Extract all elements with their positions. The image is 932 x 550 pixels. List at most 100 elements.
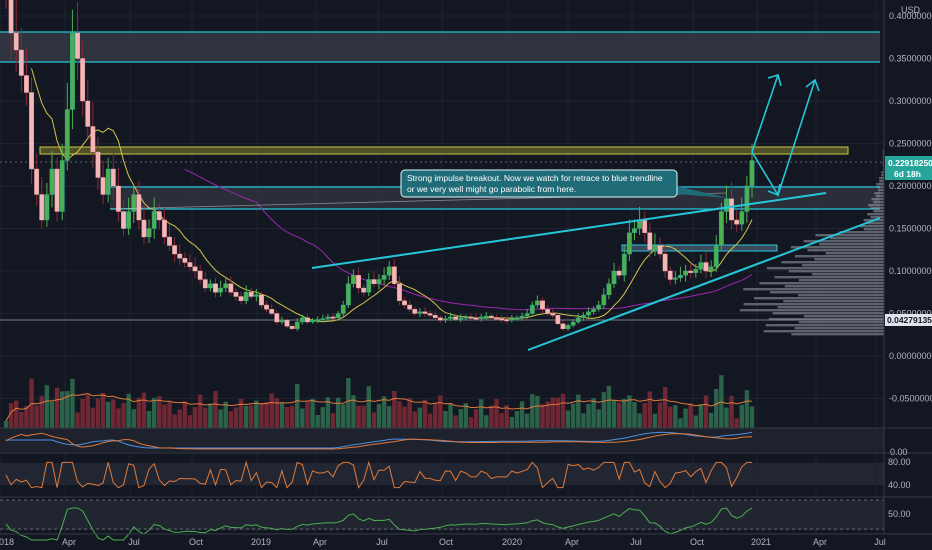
volume-profile-row: [870, 216, 884, 219]
volume-bar: [433, 403, 438, 428]
candle-body: [299, 317, 305, 323]
projection-arrow-left: [751, 74, 779, 153]
candle-body: [59, 160, 65, 212]
volume-bar: [300, 408, 305, 428]
volume-bar: [254, 400, 259, 428]
candle-body: [391, 266, 397, 284]
candle-body: [703, 262, 709, 272]
candles: [5, 0, 755, 331]
volume-bar: [95, 398, 101, 428]
candle-body: [688, 270, 694, 273]
volume-bar: [14, 400, 19, 428]
volume-bar: [576, 394, 581, 428]
volume-bar: [264, 402, 269, 428]
volume-profile-row: [759, 282, 884, 285]
candle-body: [616, 270, 622, 276]
volume-bar: [427, 413, 433, 428]
candle-body: [386, 266, 392, 276]
time-tick-label: 2020: [502, 537, 522, 547]
volume-profile-row: [878, 189, 884, 192]
volume-profile-row: [815, 234, 884, 237]
candle-body: [632, 228, 637, 233]
volume-moving-average: [5, 392, 753, 422]
candle-body: [366, 279, 372, 293]
volume-profile-row: [814, 258, 884, 261]
volume-bar: [279, 402, 285, 428]
volume-bar: [402, 406, 407, 428]
candle-body: [647, 232, 653, 250]
volume-bar: [519, 401, 525, 428]
moving-average-fast: [31, 68, 753, 323]
candle-body: [478, 316, 484, 319]
candle-body: [141, 219, 147, 238]
time-tick-label: 2021: [751, 537, 771, 547]
volume-bar: [734, 418, 739, 428]
volume-bar: [611, 400, 617, 428]
candle-body: [463, 316, 469, 319]
volume-bar: [182, 401, 188, 428]
candle-body: [131, 194, 137, 212]
candle-body: [437, 317, 443, 321]
time-tick-label: Jul: [874, 537, 886, 547]
volume-bar: [24, 405, 29, 428]
volume-bar: [121, 403, 126, 428]
volume-bar: [269, 393, 274, 428]
volume-bar: [443, 411, 448, 428]
volume-bar: [335, 397, 341, 428]
volume-bar: [693, 415, 698, 428]
candle-body: [264, 304, 269, 310]
time-tick-label: Jul: [630, 537, 642, 547]
candle-body: [105, 168, 111, 195]
volume-profile-row: [870, 207, 884, 210]
candle-body: [580, 315, 586, 318]
volume-profile-row: [743, 303, 884, 306]
volume-profile-row: [863, 228, 884, 231]
volume-bar: [54, 387, 60, 428]
volume-profile-row: [882, 156, 884, 159]
candle-body: [167, 236, 172, 246]
volume-bar: [238, 399, 244, 428]
volume-bar: [530, 394, 535, 428]
projection-arrow-right-head: [805, 78, 820, 92]
volume-bar: [223, 401, 228, 428]
volume-bar: [295, 384, 300, 428]
candle-body: [504, 319, 510, 322]
last-price-tag: 0.22918250 6d 18h: [885, 156, 932, 180]
candle-body: [744, 185, 750, 212]
candle-body: [606, 283, 612, 296]
time-tick-label: Oct: [189, 537, 204, 547]
resistance-zone-top: [0, 32, 880, 62]
candle-body: [228, 283, 234, 293]
volume-bar: [662, 387, 668, 428]
volume-bar: [8, 403, 14, 428]
candle-body: [729, 198, 734, 221]
candle-body: [151, 211, 157, 229]
volume-bar: [100, 393, 106, 428]
candle-body: [483, 315, 489, 318]
volume-bar: [504, 405, 509, 428]
volume-bar: [739, 404, 744, 428]
macd-zero-tick: 0.00: [890, 447, 908, 457]
callout-box: [400, 169, 678, 198]
volume-bar: [366, 386, 371, 428]
price-axis[interactable]: 0.40000000 0.35000000 0.30000000 0.25000000…: [889, 11, 932, 404]
candle-body: [734, 219, 740, 225]
volume-bar: [310, 398, 315, 428]
rising-support-trendline: [527, 217, 881, 351]
volume-bar: [683, 408, 688, 428]
annotation-line1: Strong impulse breakout. Now we watch fo…: [407, 173, 663, 183]
volume-bar: [70, 378, 75, 428]
time-axis[interactable]: 2018 Apr Jul Oct 2019 Apr Jul Oct 2020 Apr Jul Oct 2…: [0, 537, 886, 547]
volume-bar: [632, 402, 637, 428]
volume-bar: [351, 395, 356, 428]
candle-body: [325, 316, 331, 319]
annotation-callout[interactable]: Strong impulse breakout. Now we watch fo…: [400, 169, 728, 198]
volume-bar: [468, 417, 474, 428]
level-price-tag-bg: [885, 314, 932, 326]
volume-bar: [197, 394, 203, 428]
volume-bar: [151, 397, 157, 428]
volume-bar: [289, 405, 295, 428]
volume-bar: [565, 410, 571, 428]
volume-bar: [111, 399, 116, 428]
